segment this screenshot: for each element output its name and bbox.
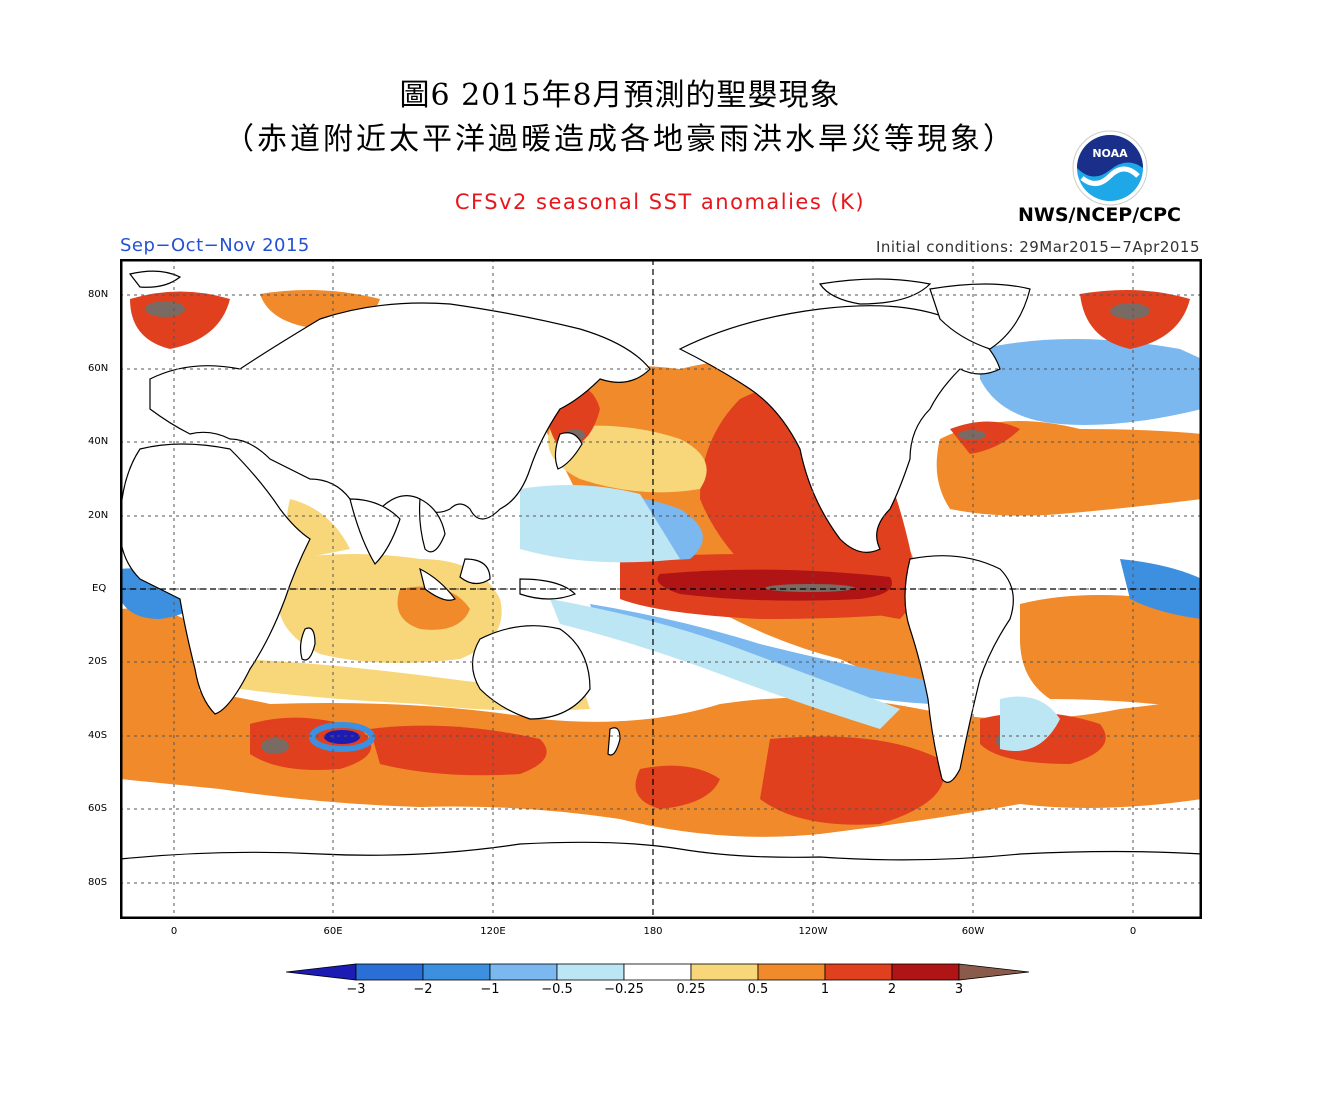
barents-east-extreme-core [1110,303,1150,319]
colorbar-tick-label: −2 [413,982,433,997]
season-label: Sep−Oct−Nov 2015 [120,235,310,256]
antarctica-land [120,841,1202,919]
agency-label: NWS/NCEP/CPC [1018,204,1181,226]
colorbar-right-arrow [958,963,1030,981]
sst-anomaly-map [120,259,1202,919]
south-america-land [904,555,1014,783]
lon-label-60e: 60E [323,926,343,937]
africa-land [120,443,311,715]
gulf-stream-red [950,421,1020,454]
north-atlantic-warm [936,421,1202,516]
colorbar-left-arrow [286,963,357,981]
barents-east-red [1080,290,1190,349]
logo-text: NOAA [1092,147,1128,160]
south-pacific-red-patch [760,736,944,825]
lon-label-0-east: 0 [1129,926,1137,937]
south-pacific-red-patch-2 [635,765,720,809]
colorbar-swatch [891,963,960,981]
colorbar-tick-label: −3 [346,982,366,997]
eurasia-land [149,302,651,520]
subtropical-pacific-light-cool [520,485,680,563]
page-subtitle: （赤道附近太平洋過暖造成各地豪雨洪水旱災等現象） [224,122,1016,157]
nino34-extreme-core [765,584,855,592]
figure-title: CFSv2 seasonal SST anomalies (K) [454,190,866,214]
initial-conditions-label: Initial conditions: 29Mar2015−7Apr2015 [875,238,1200,256]
colorbar-swatch [355,963,424,981]
colorbar-tick-label: 2 [887,982,897,997]
colorbar-swatch [623,963,692,981]
south-pacific-light-cool-band [550,599,900,729]
lon-label-120e: 120E [480,926,506,937]
equatorial-pacific-dark-red [657,569,892,601]
page-title: 圖6 2015年8月預測的聖嬰現象 [399,78,841,113]
sumatra-land [419,567,456,601]
southwest-atlantic-light-cool [1000,696,1060,751]
colorbar-swatch [556,963,625,981]
lon-label-120w: 120W [798,926,828,937]
south-indian-cool-ring [309,722,375,752]
colorbar-tick-label: −1 [480,982,500,997]
north-atlantic-extreme-core [958,430,986,440]
noaa-logo-icon: NOAA [1072,130,1148,206]
colorbar-tick-label: −0.5 [541,982,573,997]
lat-label-40n: 40N [88,436,109,447]
lat-label-20s: 20S [88,656,108,667]
colorbar-swatch [824,963,893,981]
map-border [120,259,1202,919]
india-land [349,498,401,565]
lat-label-eq: EQ [92,583,107,594]
colorbar-tick-label: 0.5 [747,982,769,997]
north-america-land [678,305,1001,553]
lat-label-80n: 80N [88,289,109,300]
colorbar [286,963,1030,981]
new-zealand-land [607,727,621,756]
colorbar-swatch [690,963,759,981]
colorbar-tick-label: 0.25 [676,982,706,997]
indian-ocean-warm [278,554,502,663]
lon-label-180: 180 [643,926,663,937]
colorbar-swatch [489,963,558,981]
colorbar-swatch [757,963,826,981]
svalbard-land [128,270,182,288]
borneo-land [459,558,491,585]
lat-label-40s: 40S [88,730,108,741]
south-atlantic-warm [1020,595,1202,709]
south-indian-red-patch-2 [370,725,547,776]
australia-land [471,625,591,720]
lat-label-60s: 60S [88,803,108,814]
colorbar-tick-label: 3 [954,982,964,997]
barents-extreme-core [145,301,185,317]
colorbar-swatches [286,963,1030,981]
greenland-land [929,283,1031,350]
madagascar-land [299,627,316,661]
colorbar-tick-label: 1 [820,982,830,997]
lat-label-80s: 80S [88,877,108,888]
lat-label-60n: 60N [88,363,109,374]
indochina-land [418,498,446,553]
south-indian-cool-core [324,730,360,744]
lat-label-20n: 20N [88,510,109,521]
south-indian-extreme-core [261,738,289,754]
colorbar-swatch [422,963,491,981]
north-atlantic-light-cool [980,339,1202,425]
lon-label-0: 0 [170,926,178,937]
colorbar-tick-label: −0.25 [604,982,644,997]
lon-label-60w: 60W [961,926,985,937]
land-masses [120,270,1202,919]
